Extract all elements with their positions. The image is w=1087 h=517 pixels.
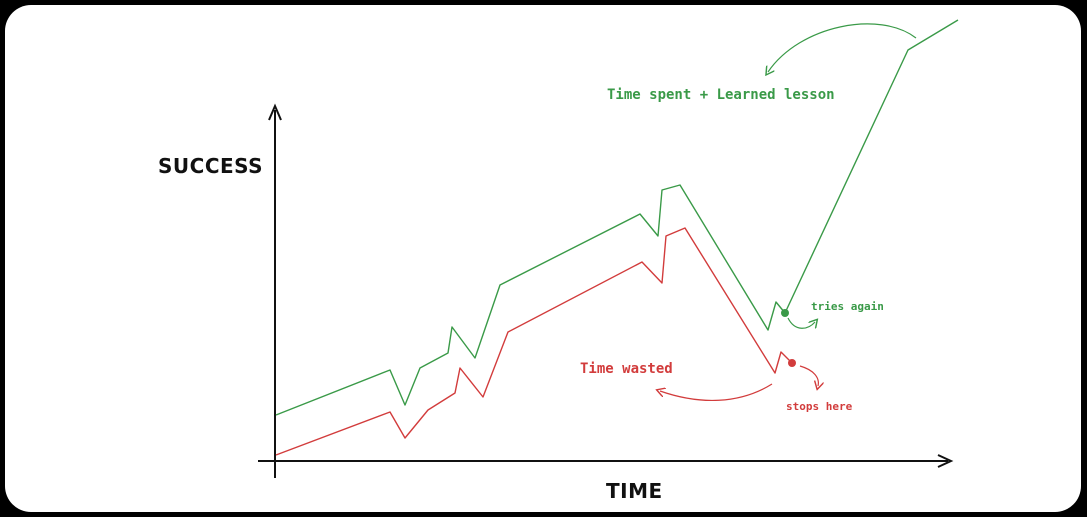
- stops-here-label: stops here: [786, 400, 853, 413]
- red-line-label: Time wasted: [580, 361, 673, 377]
- stops-here-arrow: [799, 365, 818, 386]
- red-stop-point: [788, 359, 796, 367]
- success-time-diagram: [258, 19, 959, 478]
- green-success-line: [275, 19, 959, 416]
- red-wasted-line: [275, 227, 793, 456]
- green-label-arrow: [768, 23, 917, 72]
- green-line-label: Time spent + Learned lesson: [607, 87, 835, 103]
- tries-again-label: tries again: [811, 300, 884, 313]
- y-axis-arrowhead: [268, 103, 282, 121]
- x-axis-arrowhead: [937, 454, 954, 468]
- diagram-card: SUCCESS TIME Time spent + Learned lesson…: [5, 5, 1081, 512]
- x-axis-label: TIME: [606, 479, 663, 503]
- green-retry-point: [781, 309, 789, 317]
- y-axis-label: SUCCESS: [158, 154, 264, 178]
- tries-again-arrow: [787, 317, 815, 329]
- time-wasted-arrow: [660, 383, 773, 402]
